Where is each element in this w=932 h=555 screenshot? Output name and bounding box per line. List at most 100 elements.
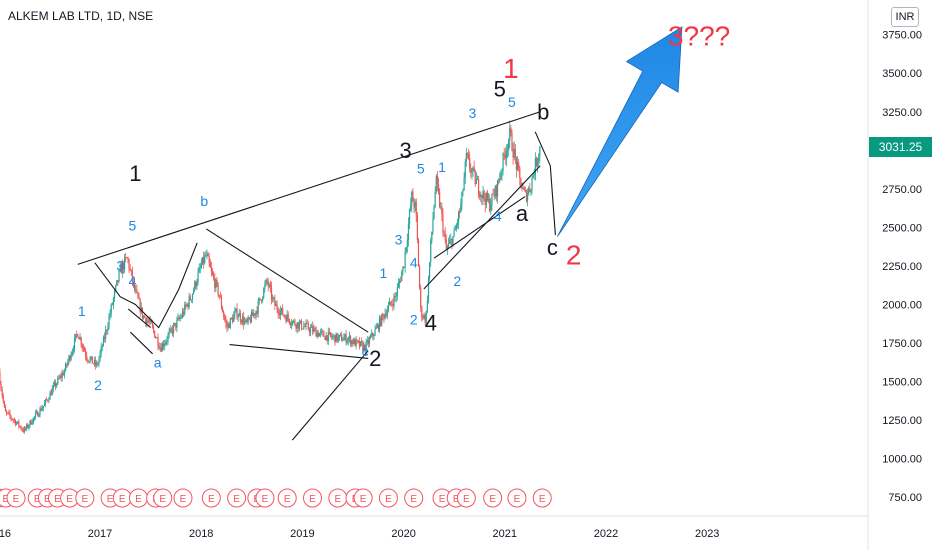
candle-body xyxy=(235,308,237,312)
candle-body xyxy=(284,315,286,318)
earnings-marker-label: E xyxy=(262,494,269,505)
candle-body xyxy=(477,179,480,194)
candle-body xyxy=(178,317,180,319)
candle-body xyxy=(456,222,459,226)
candle-body xyxy=(231,318,234,323)
candle-body xyxy=(503,153,505,156)
candle-body xyxy=(479,193,481,197)
candle-body xyxy=(169,328,171,332)
candle-body xyxy=(196,282,198,287)
x-tick-label: 2018 xyxy=(189,528,213,540)
earnings-marker-label: E xyxy=(514,494,521,505)
candle-body xyxy=(34,413,37,417)
small-channel-lower xyxy=(130,331,153,355)
candle-body xyxy=(69,356,71,360)
projection-path xyxy=(534,131,556,236)
candle-body xyxy=(99,352,101,359)
candle-body xyxy=(237,316,239,318)
candle-body xyxy=(463,177,465,191)
candle-body xyxy=(239,313,241,321)
candle-body xyxy=(85,351,87,357)
candle-body xyxy=(532,175,534,178)
y-tick-label: 1250.00 xyxy=(882,415,922,427)
trendline-long-support xyxy=(291,350,369,441)
candle-body xyxy=(506,149,509,152)
candle-body xyxy=(218,294,220,297)
candle-body xyxy=(0,372,1,384)
currency-badge[interactable]: INR xyxy=(891,7,919,27)
candle-body xyxy=(217,283,219,295)
earnings-marker xyxy=(277,488,297,508)
earnings-marker-label: E xyxy=(159,494,166,505)
wave-label: 5 xyxy=(128,217,136,233)
candle-body xyxy=(531,177,533,190)
candle-body xyxy=(23,428,26,432)
candle-body xyxy=(380,317,382,326)
wave-zigzag xyxy=(94,242,198,329)
candle-body xyxy=(287,314,289,319)
candle-body xyxy=(146,320,148,324)
candle-body xyxy=(171,329,174,334)
candle-body xyxy=(9,412,11,417)
candle-body xyxy=(282,308,284,316)
candle-body xyxy=(136,289,138,293)
candle-body xyxy=(449,240,451,244)
candle-body xyxy=(70,354,72,360)
candle-body xyxy=(351,340,353,345)
candle-body xyxy=(473,167,475,171)
candle-body xyxy=(205,255,207,257)
candle-body xyxy=(384,313,386,319)
candle-body xyxy=(344,334,346,338)
candle-body xyxy=(469,157,471,169)
candle-body xyxy=(129,269,131,270)
candle-body xyxy=(415,201,417,216)
candle-body xyxy=(67,361,69,366)
candle-body xyxy=(16,422,18,425)
candle-body xyxy=(425,311,427,323)
candle-body xyxy=(266,279,268,282)
candle-body xyxy=(459,211,461,213)
candle-body xyxy=(246,319,248,323)
candle-body xyxy=(226,323,228,328)
candle-body xyxy=(447,243,450,247)
wave-label: 2 xyxy=(369,346,381,371)
candle-body xyxy=(374,329,376,336)
candle-body xyxy=(193,290,195,294)
candle-body xyxy=(285,317,287,322)
candle-body xyxy=(149,319,151,322)
candle-body xyxy=(272,297,274,300)
candle-body xyxy=(452,236,454,246)
candle-body xyxy=(495,185,498,197)
candle-body xyxy=(521,188,523,189)
candle-body xyxy=(347,338,349,341)
candle-body xyxy=(26,424,28,429)
candle-body xyxy=(303,326,305,329)
candle-body xyxy=(418,266,421,288)
candle-body xyxy=(440,206,442,208)
wave-label: 4 xyxy=(410,254,418,270)
candle-body xyxy=(131,271,133,283)
candle-body xyxy=(371,332,373,337)
candle-body xyxy=(50,392,52,396)
candle-body xyxy=(312,326,314,332)
candle-body xyxy=(381,314,383,326)
candle-body xyxy=(37,411,39,417)
candle-body xyxy=(216,280,218,284)
candle-body xyxy=(508,140,510,150)
last-price-tag: 3031.25 xyxy=(869,137,932,157)
candle-body xyxy=(436,175,439,185)
candle-body xyxy=(290,324,293,325)
candle-body xyxy=(464,162,466,178)
candle-body xyxy=(3,401,5,407)
candle-body xyxy=(220,297,223,308)
candle-body xyxy=(519,167,521,178)
earnings-marker-label: E xyxy=(439,494,446,505)
candle-body xyxy=(248,317,250,319)
candle-body xyxy=(30,420,32,425)
candle-body xyxy=(268,284,270,287)
candle-body xyxy=(460,204,462,212)
candle-body xyxy=(422,317,424,319)
candle-body xyxy=(259,298,262,300)
